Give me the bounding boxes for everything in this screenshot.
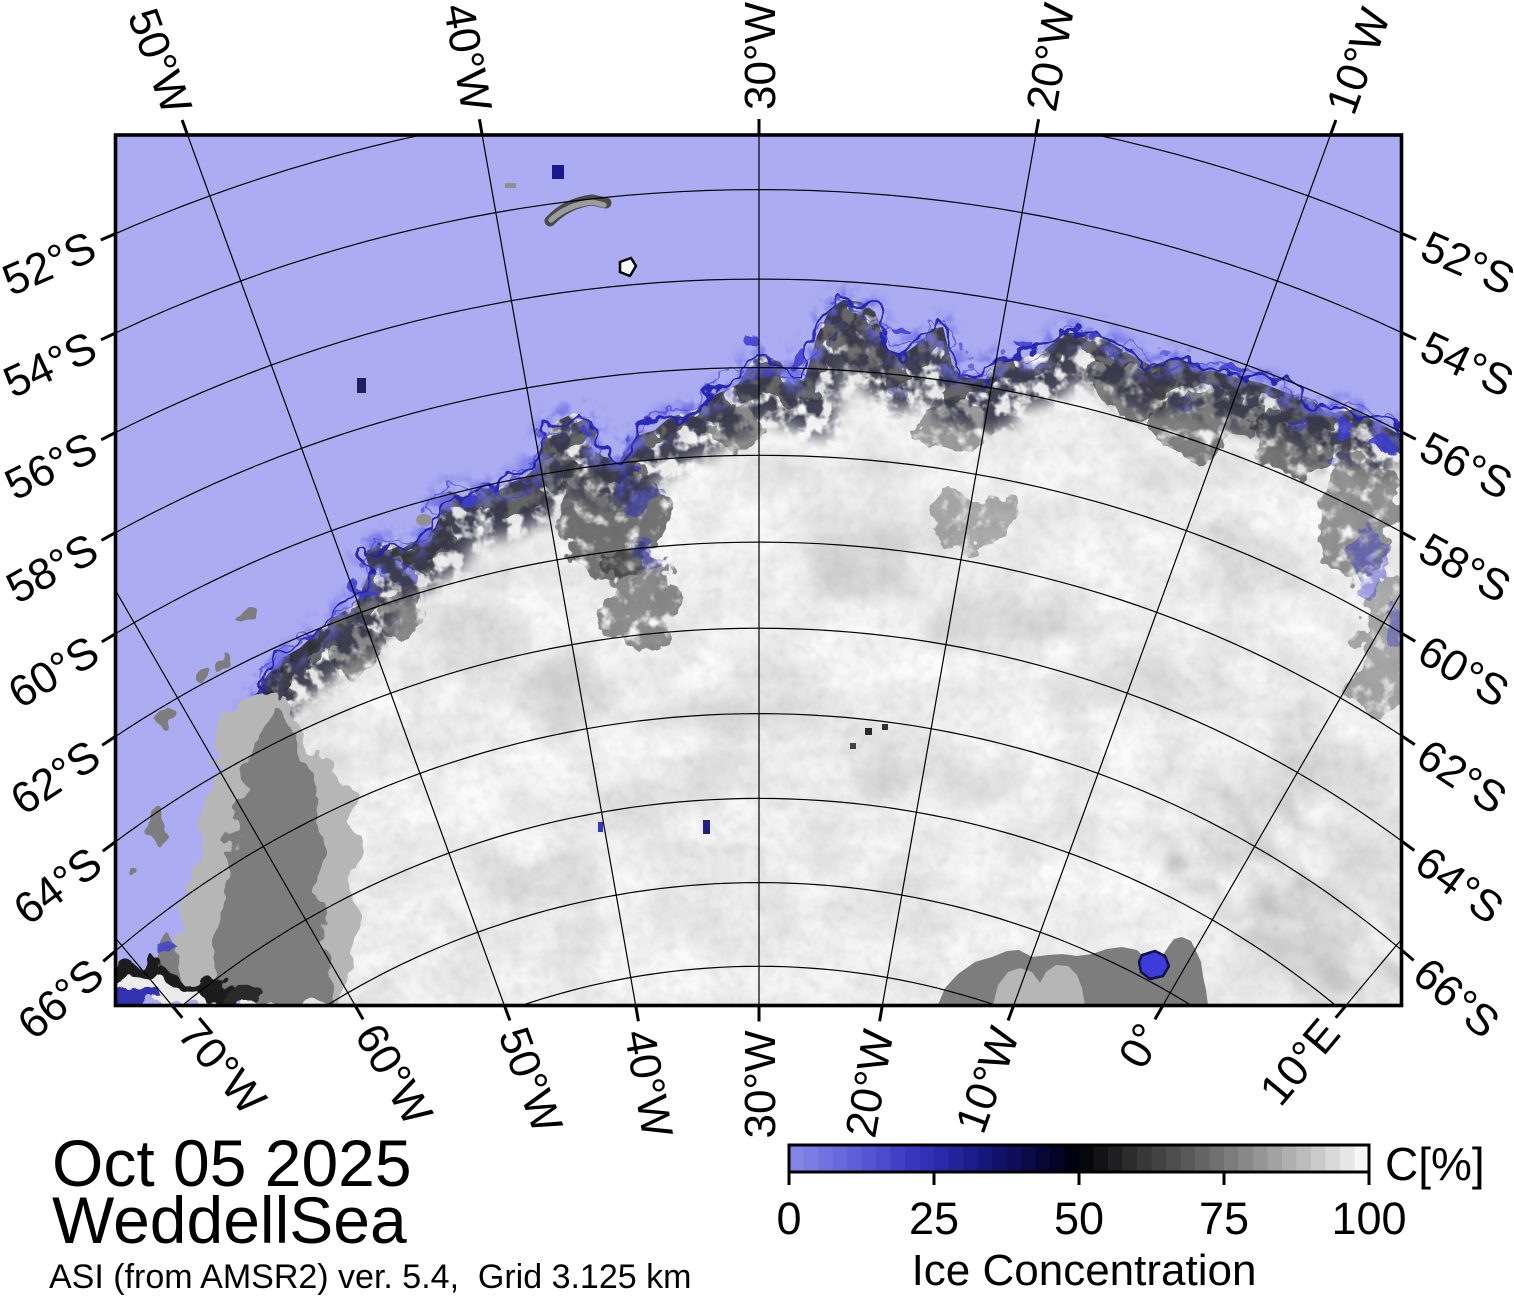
svg-text:Oct 05 2025: Oct 05 2025 — [52, 1126, 412, 1200]
svg-text:52°S: 52°S — [0, 222, 103, 305]
svg-text:62°S: 62°S — [2, 731, 109, 825]
svg-text:30°W: 30°W — [736, 1030, 785, 1139]
svg-text:54°S: 54°S — [0, 323, 104, 408]
svg-text:70°W: 70°W — [168, 1010, 275, 1125]
svg-text:100: 100 — [1331, 1193, 1406, 1244]
svg-text:0: 0 — [776, 1193, 801, 1244]
svg-text:64°S: 64°S — [1406, 837, 1512, 934]
svg-text:52°S: 52°S — [1414, 222, 1514, 305]
svg-text:C[%]: C[%] — [1385, 1138, 1485, 1190]
svg-text:50°W: 50°W — [489, 1021, 572, 1140]
svg-text:ASI (from AMSR2) ver. 5.4, Gr: ASI (from AMSR2) ver. 5.4, Grid 3.125 km — [49, 1258, 691, 1296]
svg-text:WeddellSea: WeddellSea — [52, 1183, 407, 1257]
svg-text:66°S: 66°S — [9, 949, 114, 1049]
svg-text:54°S: 54°S — [1413, 322, 1514, 407]
svg-text:20°W: 20°W — [836, 1026, 903, 1141]
svg-text:64°S: 64°S — [5, 838, 111, 935]
svg-text:50: 50 — [1054, 1193, 1104, 1244]
svg-text:56°S: 56°S — [0, 423, 105, 510]
svg-text:75: 75 — [1199, 1193, 1249, 1244]
svg-text:10°E: 10°E — [1251, 1010, 1350, 1115]
svg-text:58°S: 58°S — [0, 524, 106, 613]
svg-text:58°S: 58°S — [1411, 524, 1514, 613]
svg-text:10°W: 10°W — [1317, 2, 1400, 121]
svg-text:30°W: 30°W — [736, 2, 785, 111]
svg-text:40°W: 40°W — [434, 0, 501, 115]
svg-text:56°S: 56°S — [1412, 423, 1514, 510]
svg-text:66°S: 66°S — [1404, 949, 1509, 1048]
svg-text:60°W: 60°W — [345, 1016, 442, 1134]
svg-text:60°S: 60°S — [1410, 626, 1514, 717]
svg-text:20°W: 20°W — [1017, 0, 1084, 115]
svg-text:0°: 0° — [1109, 1015, 1172, 1076]
svg-text:25: 25 — [909, 1193, 959, 1244]
svg-text:50°W: 50°W — [118, 2, 201, 121]
svg-text:40°W: 40°W — [615, 1026, 682, 1141]
svg-text:10°W: 10°W — [946, 1021, 1029, 1140]
svg-text:60°S: 60°S — [0, 627, 107, 718]
svg-text:62°S: 62°S — [1408, 730, 1514, 824]
svg-text:Ice Concentration: Ice Concentration — [912, 1246, 1257, 1295]
